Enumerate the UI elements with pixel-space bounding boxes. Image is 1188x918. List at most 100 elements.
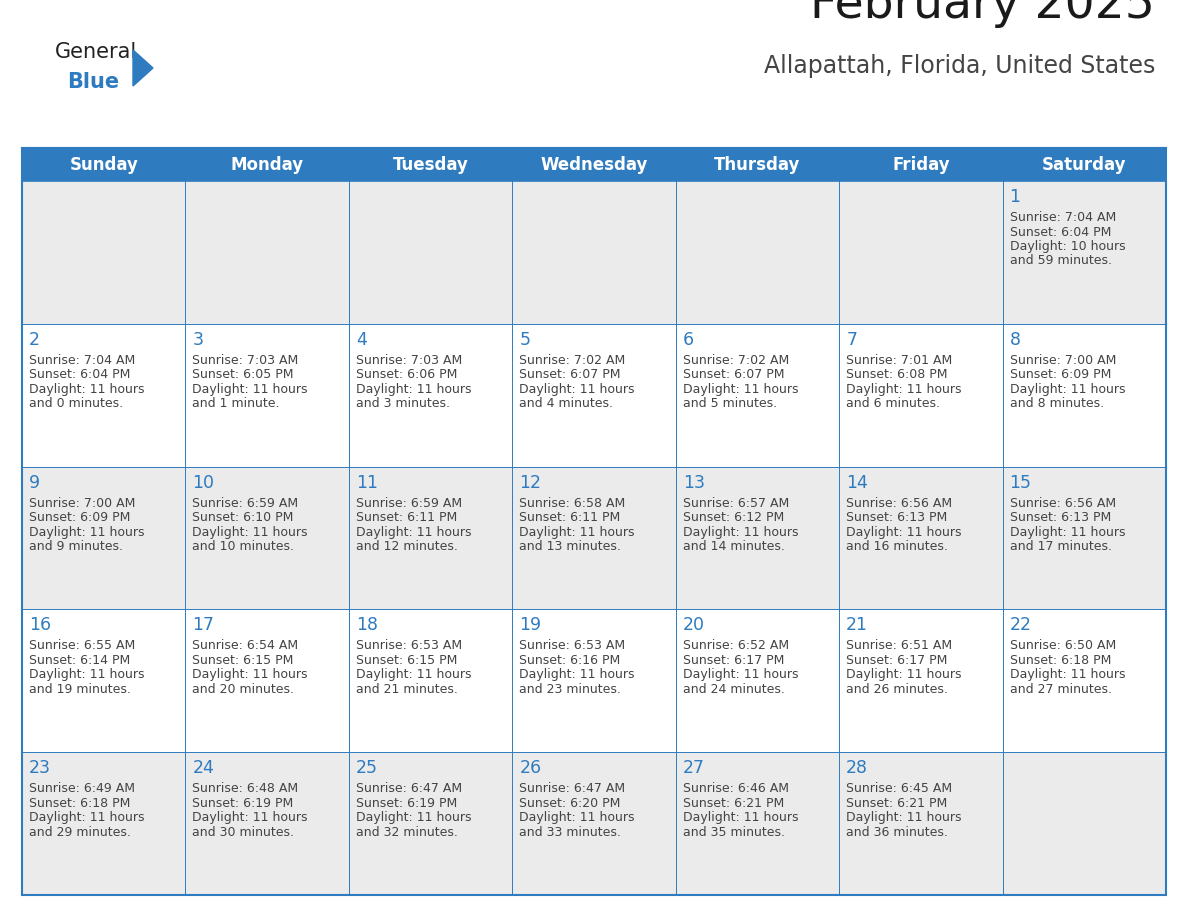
Text: 14: 14 [846, 474, 868, 492]
Text: and 13 minutes.: and 13 minutes. [519, 540, 621, 554]
Text: Sunrise: 6:48 AM: Sunrise: 6:48 AM [192, 782, 298, 795]
Text: Sunset: 6:09 PM: Sunset: 6:09 PM [1010, 368, 1111, 381]
Text: 18: 18 [356, 616, 378, 634]
Text: and 10 minutes.: and 10 minutes. [192, 540, 295, 554]
Text: and 24 minutes.: and 24 minutes. [683, 683, 784, 696]
Text: 10: 10 [192, 474, 214, 492]
Text: Sunset: 6:04 PM: Sunset: 6:04 PM [1010, 226, 1111, 239]
Text: Sunset: 6:19 PM: Sunset: 6:19 PM [192, 797, 293, 810]
Text: and 16 minutes.: and 16 minutes. [846, 540, 948, 554]
Text: and 27 minutes.: and 27 minutes. [1010, 683, 1112, 696]
Text: and 35 minutes.: and 35 minutes. [683, 825, 785, 839]
Text: Sunrise: 7:03 AM: Sunrise: 7:03 AM [192, 353, 298, 367]
Text: Friday: Friday [892, 155, 949, 174]
Text: 16: 16 [29, 616, 51, 634]
Text: Sunrise: 6:46 AM: Sunrise: 6:46 AM [683, 782, 789, 795]
Text: Allapattah, Florida, United States: Allapattah, Florida, United States [764, 54, 1155, 78]
Text: and 0 minutes.: and 0 minutes. [29, 397, 124, 410]
Text: 12: 12 [519, 474, 542, 492]
Text: and 19 minutes.: and 19 minutes. [29, 683, 131, 696]
Text: and 14 minutes.: and 14 minutes. [683, 540, 784, 554]
Text: 23: 23 [29, 759, 51, 778]
Text: Sunrise: 6:56 AM: Sunrise: 6:56 AM [1010, 497, 1116, 509]
Text: Wednesday: Wednesday [541, 155, 647, 174]
Text: Sunset: 6:11 PM: Sunset: 6:11 PM [356, 511, 457, 524]
Text: 27: 27 [683, 759, 704, 778]
Text: Sunrise: 6:49 AM: Sunrise: 6:49 AM [29, 782, 135, 795]
Text: Daylight: 11 hours: Daylight: 11 hours [192, 526, 308, 539]
Text: Sunset: 6:15 PM: Sunset: 6:15 PM [356, 654, 457, 666]
Text: Sunset: 6:05 PM: Sunset: 6:05 PM [192, 368, 293, 381]
Text: Daylight: 11 hours: Daylight: 11 hours [192, 383, 308, 396]
Text: Daylight: 11 hours: Daylight: 11 hours [683, 812, 798, 824]
Text: and 1 minute.: and 1 minute. [192, 397, 280, 410]
Text: 1: 1 [1010, 188, 1020, 206]
Text: and 6 minutes.: and 6 minutes. [846, 397, 940, 410]
Text: Sunset: 6:15 PM: Sunset: 6:15 PM [192, 654, 293, 666]
Text: and 20 minutes.: and 20 minutes. [192, 683, 295, 696]
Text: and 12 minutes.: and 12 minutes. [356, 540, 457, 554]
Text: Sunset: 6:16 PM: Sunset: 6:16 PM [519, 654, 620, 666]
Text: Sunrise: 6:54 AM: Sunrise: 6:54 AM [192, 640, 298, 653]
Text: Sunset: 6:11 PM: Sunset: 6:11 PM [519, 511, 620, 524]
Text: and 36 minutes.: and 36 minutes. [846, 825, 948, 839]
Text: and 9 minutes.: and 9 minutes. [29, 540, 124, 554]
Text: Daylight: 11 hours: Daylight: 11 hours [519, 526, 634, 539]
Bar [23, 610, 1165, 752]
Bar [23, 752, 1165, 895]
Text: and 23 minutes.: and 23 minutes. [519, 683, 621, 696]
Text: General: General [55, 42, 138, 62]
Text: Daylight: 11 hours: Daylight: 11 hours [29, 526, 145, 539]
Text: Sunrise: 6:53 AM: Sunrise: 6:53 AM [356, 640, 462, 653]
Text: Sunset: 6:17 PM: Sunset: 6:17 PM [846, 654, 948, 666]
Text: and 17 minutes.: and 17 minutes. [1010, 540, 1112, 554]
Text: Daylight: 11 hours: Daylight: 11 hours [29, 383, 145, 396]
Text: Sunrise: 7:04 AM: Sunrise: 7:04 AM [29, 353, 135, 367]
Text: Sunrise: 6:47 AM: Sunrise: 6:47 AM [519, 782, 625, 795]
Text: February 2025: February 2025 [810, 0, 1155, 28]
Text: 5: 5 [519, 330, 530, 349]
Text: 26: 26 [519, 759, 542, 778]
Text: Sunrise: 7:02 AM: Sunrise: 7:02 AM [519, 353, 626, 367]
Text: 28: 28 [846, 759, 868, 778]
Text: Sunset: 6:07 PM: Sunset: 6:07 PM [519, 368, 621, 381]
Text: Thursday: Thursday [714, 155, 801, 174]
Text: and 59 minutes.: and 59 minutes. [1010, 254, 1112, 267]
Text: Daylight: 11 hours: Daylight: 11 hours [519, 383, 634, 396]
Text: Sunrise: 6:55 AM: Sunrise: 6:55 AM [29, 640, 135, 653]
Text: 7: 7 [846, 330, 858, 349]
Text: Daylight: 10 hours: Daylight: 10 hours [1010, 240, 1125, 253]
Text: Daylight: 11 hours: Daylight: 11 hours [356, 668, 472, 681]
Text: Sunset: 6:17 PM: Sunset: 6:17 PM [683, 654, 784, 666]
Text: 9: 9 [29, 474, 40, 492]
Text: 4: 4 [356, 330, 367, 349]
Text: Daylight: 11 hours: Daylight: 11 hours [846, 812, 961, 824]
Text: Daylight: 11 hours: Daylight: 11 hours [846, 526, 961, 539]
Text: 20: 20 [683, 616, 704, 634]
Text: Sunrise: 7:00 AM: Sunrise: 7:00 AM [1010, 353, 1116, 367]
Text: 22: 22 [1010, 616, 1031, 634]
Text: Tuesday: Tuesday [392, 155, 468, 174]
Text: Sunset: 6:10 PM: Sunset: 6:10 PM [192, 511, 293, 524]
Text: Sunset: 6:07 PM: Sunset: 6:07 PM [683, 368, 784, 381]
Text: Sunset: 6:13 PM: Sunset: 6:13 PM [1010, 511, 1111, 524]
Text: and 32 minutes.: and 32 minutes. [356, 825, 457, 839]
Text: and 26 minutes.: and 26 minutes. [846, 683, 948, 696]
Text: Sunset: 6:08 PM: Sunset: 6:08 PM [846, 368, 948, 381]
Text: Sunrise: 6:53 AM: Sunrise: 6:53 AM [519, 640, 625, 653]
Bar [23, 466, 1165, 610]
Text: Sunrise: 6:47 AM: Sunrise: 6:47 AM [356, 782, 462, 795]
Text: 3: 3 [192, 330, 203, 349]
Text: Sunset: 6:21 PM: Sunset: 6:21 PM [683, 797, 784, 810]
Text: Daylight: 11 hours: Daylight: 11 hours [192, 812, 308, 824]
Text: Sunset: 6:13 PM: Sunset: 6:13 PM [846, 511, 947, 524]
Text: Sunrise: 6:57 AM: Sunrise: 6:57 AM [683, 497, 789, 509]
Text: Sunrise: 7:01 AM: Sunrise: 7:01 AM [846, 353, 953, 367]
Text: 19: 19 [519, 616, 542, 634]
Text: Sunday: Sunday [69, 155, 138, 174]
Text: Sunset: 6:20 PM: Sunset: 6:20 PM [519, 797, 620, 810]
Text: Daylight: 11 hours: Daylight: 11 hours [1010, 526, 1125, 539]
Text: and 33 minutes.: and 33 minutes. [519, 825, 621, 839]
Text: Daylight: 11 hours: Daylight: 11 hours [356, 812, 472, 824]
Text: Sunset: 6:18 PM: Sunset: 6:18 PM [1010, 654, 1111, 666]
